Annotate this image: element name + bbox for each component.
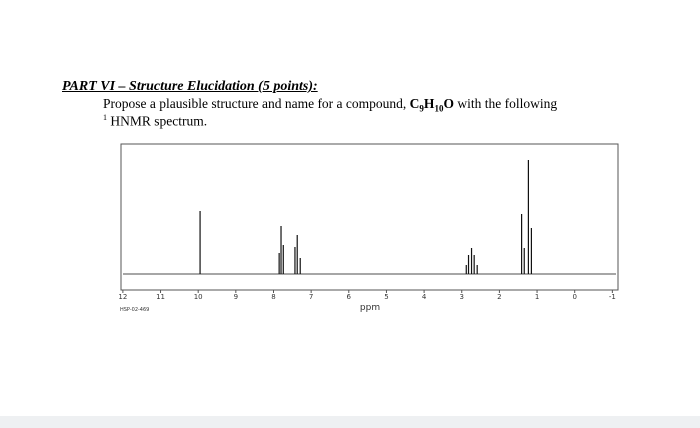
question-line: 1 HNMR spectrum.: [103, 113, 207, 130]
question-intro: Propose a plausible structure and name f…: [103, 96, 410, 111]
x-tick-label: 4: [422, 293, 427, 301]
sample-label: HSP-02-469: [120, 307, 149, 313]
x-tick-label: 1: [535, 293, 539, 301]
x-axis-label: ppm: [360, 303, 380, 313]
x-tick-label: 11: [156, 293, 165, 301]
formula-part: 10: [434, 103, 444, 114]
x-tick-label: 5: [384, 293, 388, 301]
x-tick-label: 3: [460, 293, 464, 301]
heading: PART VI – Structure Elucidation (5 point…: [62, 79, 318, 94]
formula-part: C: [409, 96, 420, 111]
x-tick-label: -1: [609, 293, 616, 301]
formula-part: 9: [419, 103, 424, 114]
x-tick-label: 12: [118, 293, 127, 301]
x-tick-label: 0: [572, 293, 576, 301]
x-tick-label: 10: [194, 293, 203, 301]
footer-bar: [0, 416, 700, 428]
question-line2: HNMR spectrum.: [107, 113, 208, 129]
formula: C9H10O: [409, 96, 454, 114]
question-line: Propose a plausible structure and name f…: [103, 96, 557, 114]
superscript: 1: [103, 113, 107, 122]
formula-part: H: [423, 96, 435, 111]
x-tick-label: 9: [234, 293, 238, 301]
x-tick-label: 7: [309, 293, 313, 301]
question-outro: with the following: [453, 96, 558, 111]
x-tick-label: 6: [347, 293, 352, 301]
formula-part: O: [443, 96, 454, 111]
plot-frame: [120, 143, 619, 291]
x-tick-label: 2: [497, 293, 501, 301]
x-tick-label: 8: [271, 293, 275, 301]
